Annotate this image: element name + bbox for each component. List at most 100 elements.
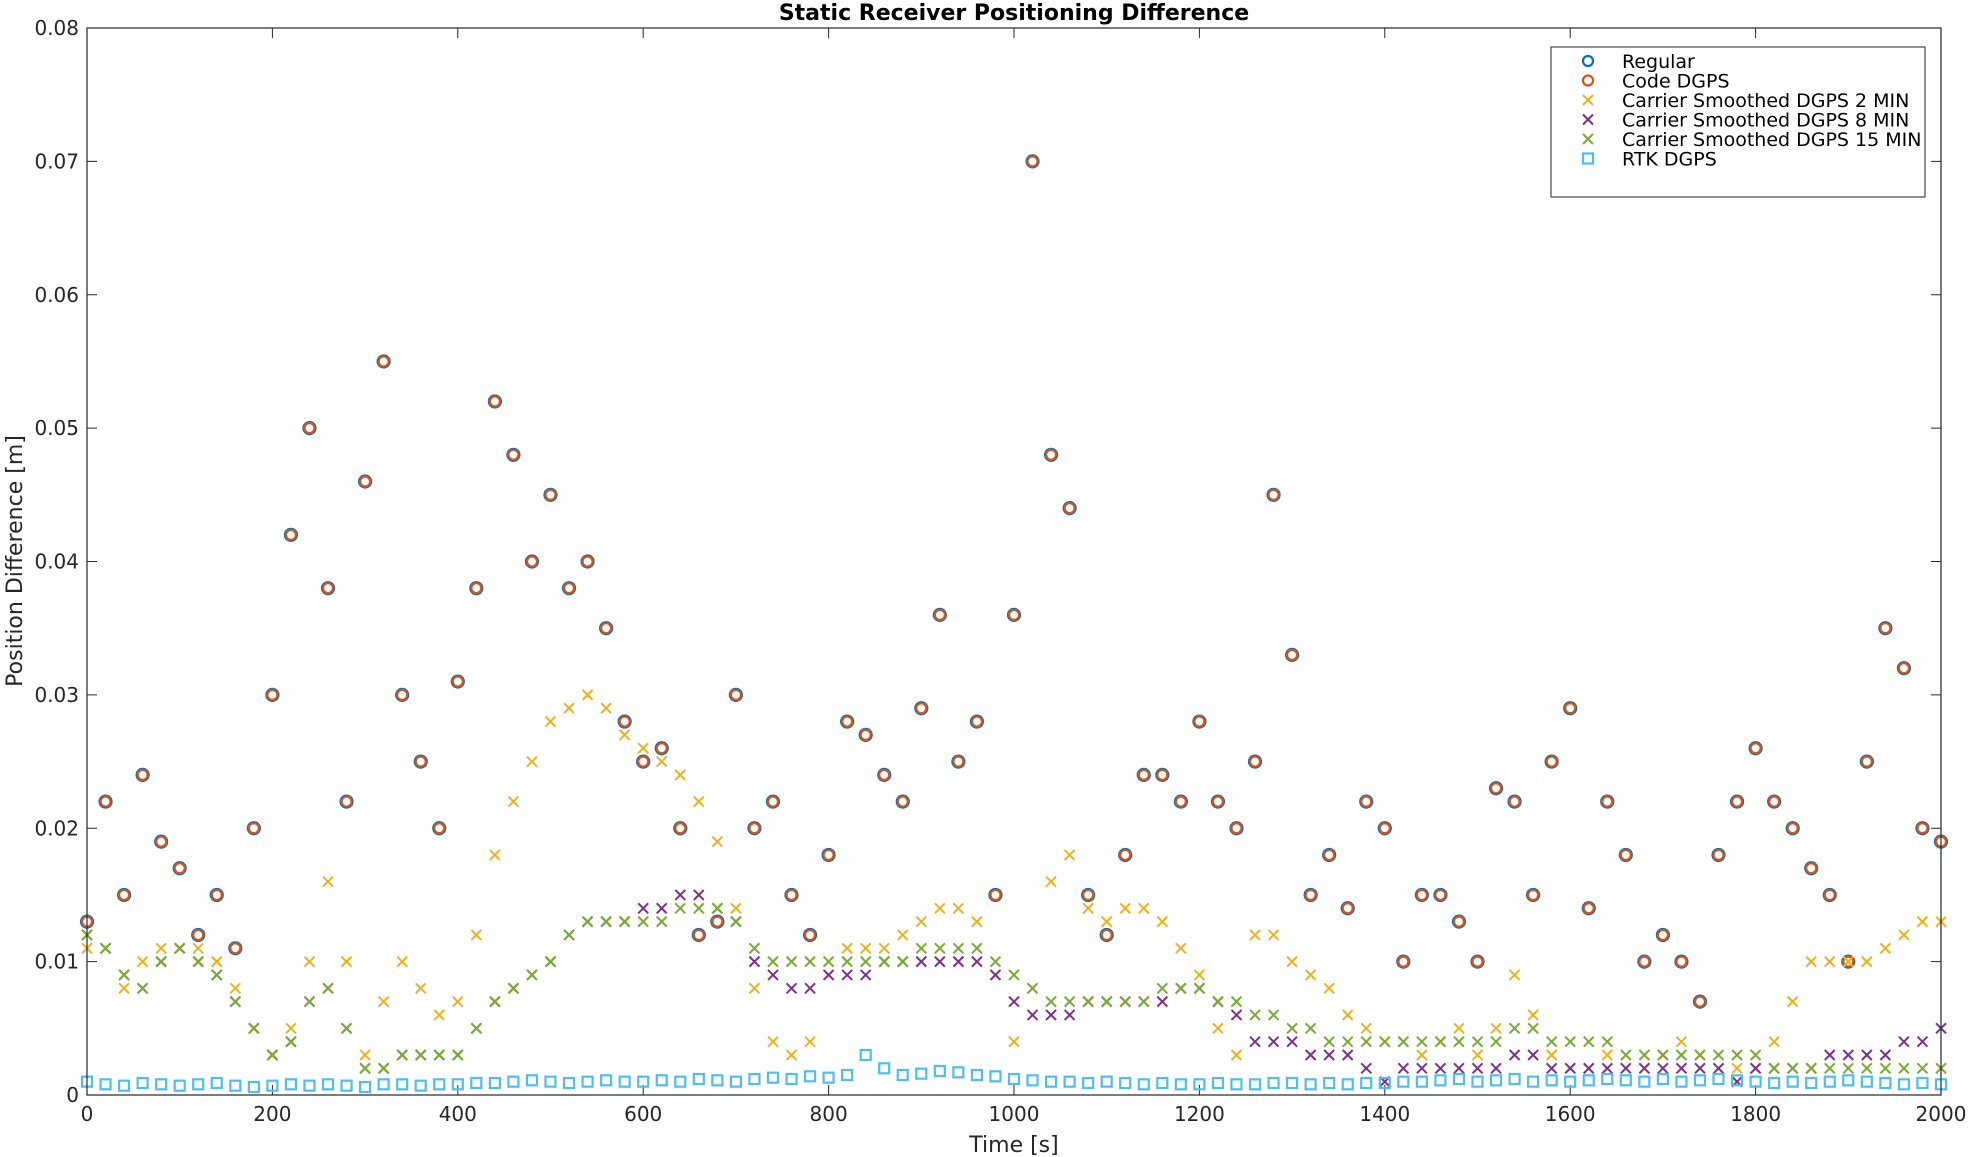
data-point bbox=[526, 969, 538, 981]
data-point bbox=[210, 1076, 223, 1090]
data-point bbox=[1063, 1009, 1076, 1021]
legend-marker bbox=[1581, 152, 1595, 165]
data-point bbox=[377, 1078, 390, 1091]
data-point bbox=[1044, 448, 1058, 461]
data-point bbox=[1267, 1009, 1280, 1021]
data-point bbox=[359, 1049, 371, 1061]
legend-marker bbox=[1582, 94, 1594, 106]
data-point bbox=[544, 1075, 557, 1088]
data-point bbox=[859, 955, 872, 968]
data-point bbox=[989, 888, 1002, 902]
data-point bbox=[1045, 1009, 1057, 1021]
data-point bbox=[562, 1076, 576, 1090]
data-point bbox=[1601, 1049, 1613, 1061]
data-point bbox=[117, 1079, 131, 1092]
data-point bbox=[1694, 1062, 1706, 1075]
data-point bbox=[693, 889, 705, 901]
data-point bbox=[1879, 1076, 1892, 1090]
data-point bbox=[1211, 795, 1225, 808]
data-point bbox=[1582, 1074, 1595, 1087]
data-point bbox=[1490, 1035, 1502, 1048]
data-point bbox=[1286, 1022, 1298, 1035]
data-point bbox=[841, 969, 853, 981]
data-point bbox=[1360, 1076, 1373, 1090]
data-point bbox=[247, 1080, 260, 1094]
x-axis-label: Time [s] bbox=[968, 1133, 1058, 1157]
data-point bbox=[989, 955, 1002, 968]
data-point bbox=[210, 888, 223, 902]
data-point bbox=[859, 1048, 872, 1062]
data-point bbox=[1397, 1075, 1410, 1088]
data-point bbox=[1100, 1075, 1113, 1088]
data-point bbox=[618, 915, 631, 928]
data-point bbox=[173, 942, 186, 954]
data-point bbox=[1508, 1049, 1521, 1061]
data-point bbox=[1285, 648, 1299, 661]
data-point bbox=[618, 1075, 631, 1088]
data-point bbox=[155, 1078, 168, 1091]
data-point bbox=[637, 902, 649, 914]
data-point bbox=[488, 395, 501, 408]
data-point bbox=[1508, 969, 1521, 981]
data-point bbox=[1434, 1074, 1447, 1087]
data-point bbox=[1007, 608, 1021, 621]
x-tick-label: 600 bbox=[624, 1102, 662, 1126]
data-point bbox=[1360, 795, 1373, 808]
data-point bbox=[748, 942, 761, 954]
data-point bbox=[1026, 982, 1039, 995]
data-point bbox=[1861, 955, 1873, 968]
data-point bbox=[896, 1068, 909, 1082]
data-point bbox=[1082, 995, 1094, 1008]
data-point bbox=[1342, 1049, 1354, 1061]
data-point bbox=[1693, 1074, 1707, 1087]
x-tick-label: 1600 bbox=[1545, 1102, 1596, 1126]
data-point bbox=[971, 955, 983, 968]
data-point bbox=[192, 928, 205, 942]
data-point bbox=[637, 742, 649, 754]
data-points bbox=[79, 154, 1949, 1094]
data-point bbox=[1082, 888, 1095, 902]
data-point bbox=[99, 1078, 112, 1091]
data-point bbox=[1527, 1009, 1539, 1021]
data-point bbox=[1731, 1049, 1743, 1061]
data-point bbox=[1342, 1009, 1354, 1021]
data-point bbox=[1304, 1049, 1317, 1061]
legend-marker bbox=[1581, 74, 1595, 87]
data-point bbox=[1620, 1062, 1632, 1075]
data-point bbox=[581, 915, 594, 928]
x-tick-label: 800 bbox=[810, 1102, 848, 1126]
data-point bbox=[136, 768, 149, 782]
data-point bbox=[247, 822, 260, 835]
y-tick-label: 0.08 bbox=[34, 16, 79, 40]
data-point bbox=[1045, 995, 1057, 1008]
data-point bbox=[1564, 1062, 1576, 1075]
data-point bbox=[415, 1049, 427, 1061]
data-point bbox=[711, 1074, 724, 1087]
data-point bbox=[1601, 1062, 1613, 1075]
data-point bbox=[1916, 1062, 1929, 1075]
data-point bbox=[1545, 755, 1558, 768]
data-point bbox=[396, 1049, 408, 1061]
data-point bbox=[1360, 1062, 1372, 1075]
data-point bbox=[1379, 1035, 1391, 1048]
data-point bbox=[322, 875, 334, 888]
data-point bbox=[1527, 1022, 1539, 1035]
data-point bbox=[1193, 982, 1206, 995]
data-point bbox=[470, 1022, 483, 1035]
data-point bbox=[1100, 995, 1113, 1008]
data-point bbox=[1082, 1076, 1095, 1090]
data-point bbox=[1842, 955, 1855, 968]
data-point bbox=[1675, 1049, 1688, 1061]
data-point bbox=[1879, 622, 1892, 635]
data-point bbox=[1212, 1022, 1224, 1035]
data-point bbox=[1545, 1049, 1558, 1061]
data-point bbox=[266, 1079, 279, 1092]
x-tick-label: 200 bbox=[253, 1102, 291, 1126]
data-point bbox=[952, 1066, 965, 1079]
data-point bbox=[452, 995, 464, 1008]
data-point bbox=[637, 1075, 650, 1088]
data-point bbox=[1805, 955, 1817, 968]
data-point bbox=[1138, 995, 1150, 1008]
data-point bbox=[1341, 1078, 1354, 1091]
